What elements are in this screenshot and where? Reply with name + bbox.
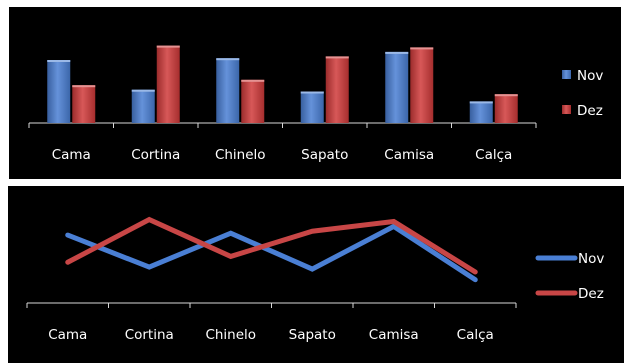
- x-tick-label-calca: Calça: [457, 327, 494, 343]
- bar-top-dez-calca: [494, 94, 518, 97]
- legend-label-nov: Nov: [578, 251, 604, 267]
- bar-top-dez-camisa: [410, 47, 434, 50]
- bar-dez-chinelo: [241, 79, 265, 123]
- x-tick-label-chinelo: Chinelo: [215, 147, 266, 163]
- bar-top-nov-cortina: [131, 89, 155, 92]
- line-chart-panel: Cama Cortina Chinelo Sapato Camisa Calça Nov De…: [8, 186, 624, 363]
- line-series-dez: [65, 216, 478, 275]
- legend-label-dez: Dez: [577, 103, 603, 119]
- bar-top-dez-cortina: [156, 45, 180, 48]
- line-chart: Cama Cortina Chinelo Sapato Camisa Calça Nov De…: [26, 216, 604, 343]
- legend-label-dez: Dez: [578, 286, 604, 302]
- legend-marker-dez: [562, 105, 571, 114]
- bar-top-dez-cama: [72, 85, 96, 88]
- bar-nov-calca: [469, 101, 493, 123]
- x-tick-label-sapato: Sapato: [289, 327, 336, 343]
- bar-dez-sapato: [325, 56, 349, 123]
- bar-top-nov-sapato: [300, 91, 324, 94]
- bar-top-dez-chinelo: [241, 79, 265, 82]
- x-tick-label-cama: Cama: [52, 147, 91, 163]
- bar-nov-cortina: [131, 89, 155, 123]
- x-tick-label-chinelo: Chinelo: [205, 327, 256, 343]
- bar-nov-camisa: [385, 51, 409, 123]
- bar-nov-sapato: [300, 91, 324, 123]
- bar-top-dez-sapato: [325, 56, 349, 59]
- bar-nov-cama: [47, 60, 71, 123]
- x-tick-label-camisa: Camisa: [369, 327, 419, 343]
- bar-top-nov-chinelo: [216, 58, 240, 61]
- bar-dez-cortina: [156, 45, 180, 123]
- bar-dez-calca: [494, 94, 518, 123]
- legend-marker-nov: [562, 70, 571, 79]
- x-tick-label-cama: Cama: [48, 327, 87, 343]
- line-series-nov: [65, 223, 478, 283]
- x-tick-label-sapato: Sapato: [301, 147, 348, 163]
- x-tick-label-cortina: Cortina: [131, 147, 180, 163]
- bar-chart: Cama Cortina Chinelo Sapato Camisa Calça Nov De…: [28, 45, 603, 163]
- x-tick-label-camisa: Camisa: [384, 147, 434, 163]
- bar-dez-cama: [72, 85, 96, 123]
- x-tick-label-cortina: Cortina: [125, 327, 174, 343]
- legend-label-nov: Nov: [577, 68, 603, 84]
- bar-dez-camisa: [410, 47, 434, 123]
- x-tick-label-calca: Calça: [475, 147, 512, 163]
- bar-nov-chinelo: [216, 58, 240, 124]
- bar-top-nov-cama: [47, 60, 71, 62]
- bar-top-nov-calca: [469, 101, 493, 104]
- bar-top-nov-camisa: [385, 51, 409, 54]
- bar-chart-panel: Cama Cortina Chinelo Sapato Camisa Calça Nov De…: [9, 7, 621, 179]
